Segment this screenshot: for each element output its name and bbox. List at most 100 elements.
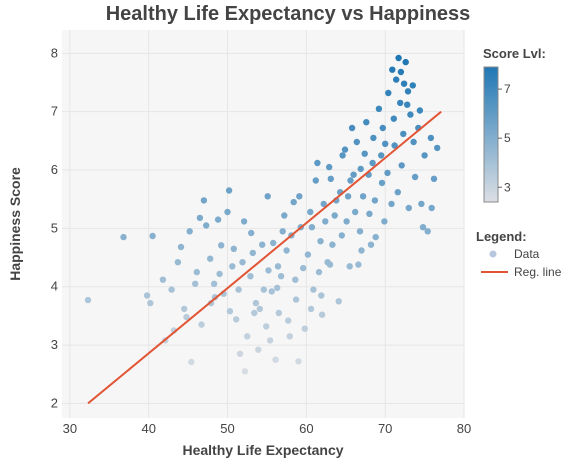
data-point: [379, 124, 386, 132]
colorbar-tick-label: 5: [504, 131, 511, 145]
y-tick-label: 3: [51, 337, 58, 352]
data-point: [352, 208, 359, 216]
data-point: [416, 107, 424, 114]
data-point: [346, 263, 353, 270]
data-point: [384, 169, 391, 177]
data-point: [277, 273, 285, 280]
data-point: [149, 232, 156, 240]
data-point: [252, 299, 260, 307]
legend-data-label: Data: [514, 247, 540, 261]
data-point: [84, 296, 92, 304]
data-point: [393, 76, 400, 83]
legend-title: Legend:: [476, 229, 527, 244]
y-tick-label: 4: [51, 279, 58, 294]
data-point: [397, 99, 404, 107]
data-point: [239, 259, 246, 266]
data-point: [264, 193, 271, 200]
y-tick-label: 5: [51, 220, 58, 235]
data-point: [226, 308, 234, 315]
data-point: [183, 313, 190, 321]
data-point: [241, 368, 249, 375]
data-point: [296, 193, 303, 200]
data-point: [218, 242, 225, 249]
data-point: [177, 243, 185, 251]
data-point: [120, 233, 127, 241]
data-point: [326, 163, 333, 171]
data-point: [363, 119, 370, 126]
data-point: [286, 333, 293, 340]
data-point: [424, 228, 431, 235]
data-point: [331, 212, 338, 219]
data-point: [434, 144, 441, 152]
data-point: [418, 200, 425, 208]
data-point: [236, 350, 244, 357]
data-point: [274, 284, 281, 292]
data-point: [198, 321, 205, 328]
data-point: [341, 146, 349, 153]
data-point: [235, 286, 242, 293]
data-point: [168, 286, 175, 293]
data-point: [375, 105, 383, 113]
data-point: [369, 159, 376, 167]
x-tick-label: 40: [141, 421, 155, 436]
data-point: [259, 241, 266, 248]
data-point: [260, 286, 267, 293]
data-point: [390, 115, 397, 122]
data-point: [400, 80, 408, 87]
data-point: [272, 356, 279, 363]
data-point: [207, 255, 214, 262]
x-tick-label: 50: [220, 421, 234, 436]
data-point: [290, 198, 297, 206]
data-point: [247, 273, 254, 280]
data-point: [320, 200, 327, 208]
data-point: [229, 263, 236, 270]
data-point: [361, 150, 368, 157]
data-point: [356, 228, 364, 235]
x-axis-title: Healthy Life Expectancy: [182, 442, 343, 458]
data-point: [398, 162, 405, 169]
data-point: [192, 280, 199, 287]
data-point: [427, 134, 435, 142]
data-point: [181, 305, 188, 313]
data-point: [385, 89, 392, 97]
data-point: [371, 197, 379, 204]
data-point: [397, 68, 405, 76]
data-point: [404, 88, 412, 95]
data-point: [421, 152, 428, 159]
data-point: [256, 305, 263, 313]
data-point: [307, 305, 315, 313]
data-point: [200, 197, 208, 204]
data-point: [274, 263, 282, 270]
data-point: [143, 292, 151, 299]
regression-line: [87, 110, 442, 405]
data-point: [402, 58, 409, 66]
colorbar-ticks: 3 5 7: [498, 82, 511, 194]
data-point: [203, 222, 210, 229]
x-tick-label: 80: [457, 421, 471, 436]
data-point: [378, 152, 385, 159]
data-point: [359, 193, 367, 200]
data-point: [310, 286, 317, 293]
data-point: [407, 111, 414, 118]
data-point: [410, 138, 417, 146]
data-point: [400, 130, 407, 138]
data-point: [381, 218, 388, 225]
data-point: [318, 292, 325, 299]
colorbar-tick-label: 7: [504, 82, 511, 96]
data-point: [314, 159, 321, 167]
y-tick-label: 2: [51, 395, 58, 410]
legend: Legend: Data Reg. line: [476, 229, 562, 279]
data-point: [357, 165, 364, 173]
data-point: [147, 299, 154, 307]
data-point: [230, 245, 237, 252]
y-tick-label: 8: [51, 45, 58, 60]
data-point: [225, 187, 233, 194]
data-point: [196, 214, 204, 222]
data-point: [394, 189, 401, 196]
data-point: [216, 270, 223, 278]
legend-data-marker: [489, 250, 497, 258]
data-point: [251, 309, 258, 317]
y-tick-label: 7: [51, 104, 58, 119]
data-point: [275, 309, 282, 317]
x-tick-label: 70: [378, 421, 392, 436]
